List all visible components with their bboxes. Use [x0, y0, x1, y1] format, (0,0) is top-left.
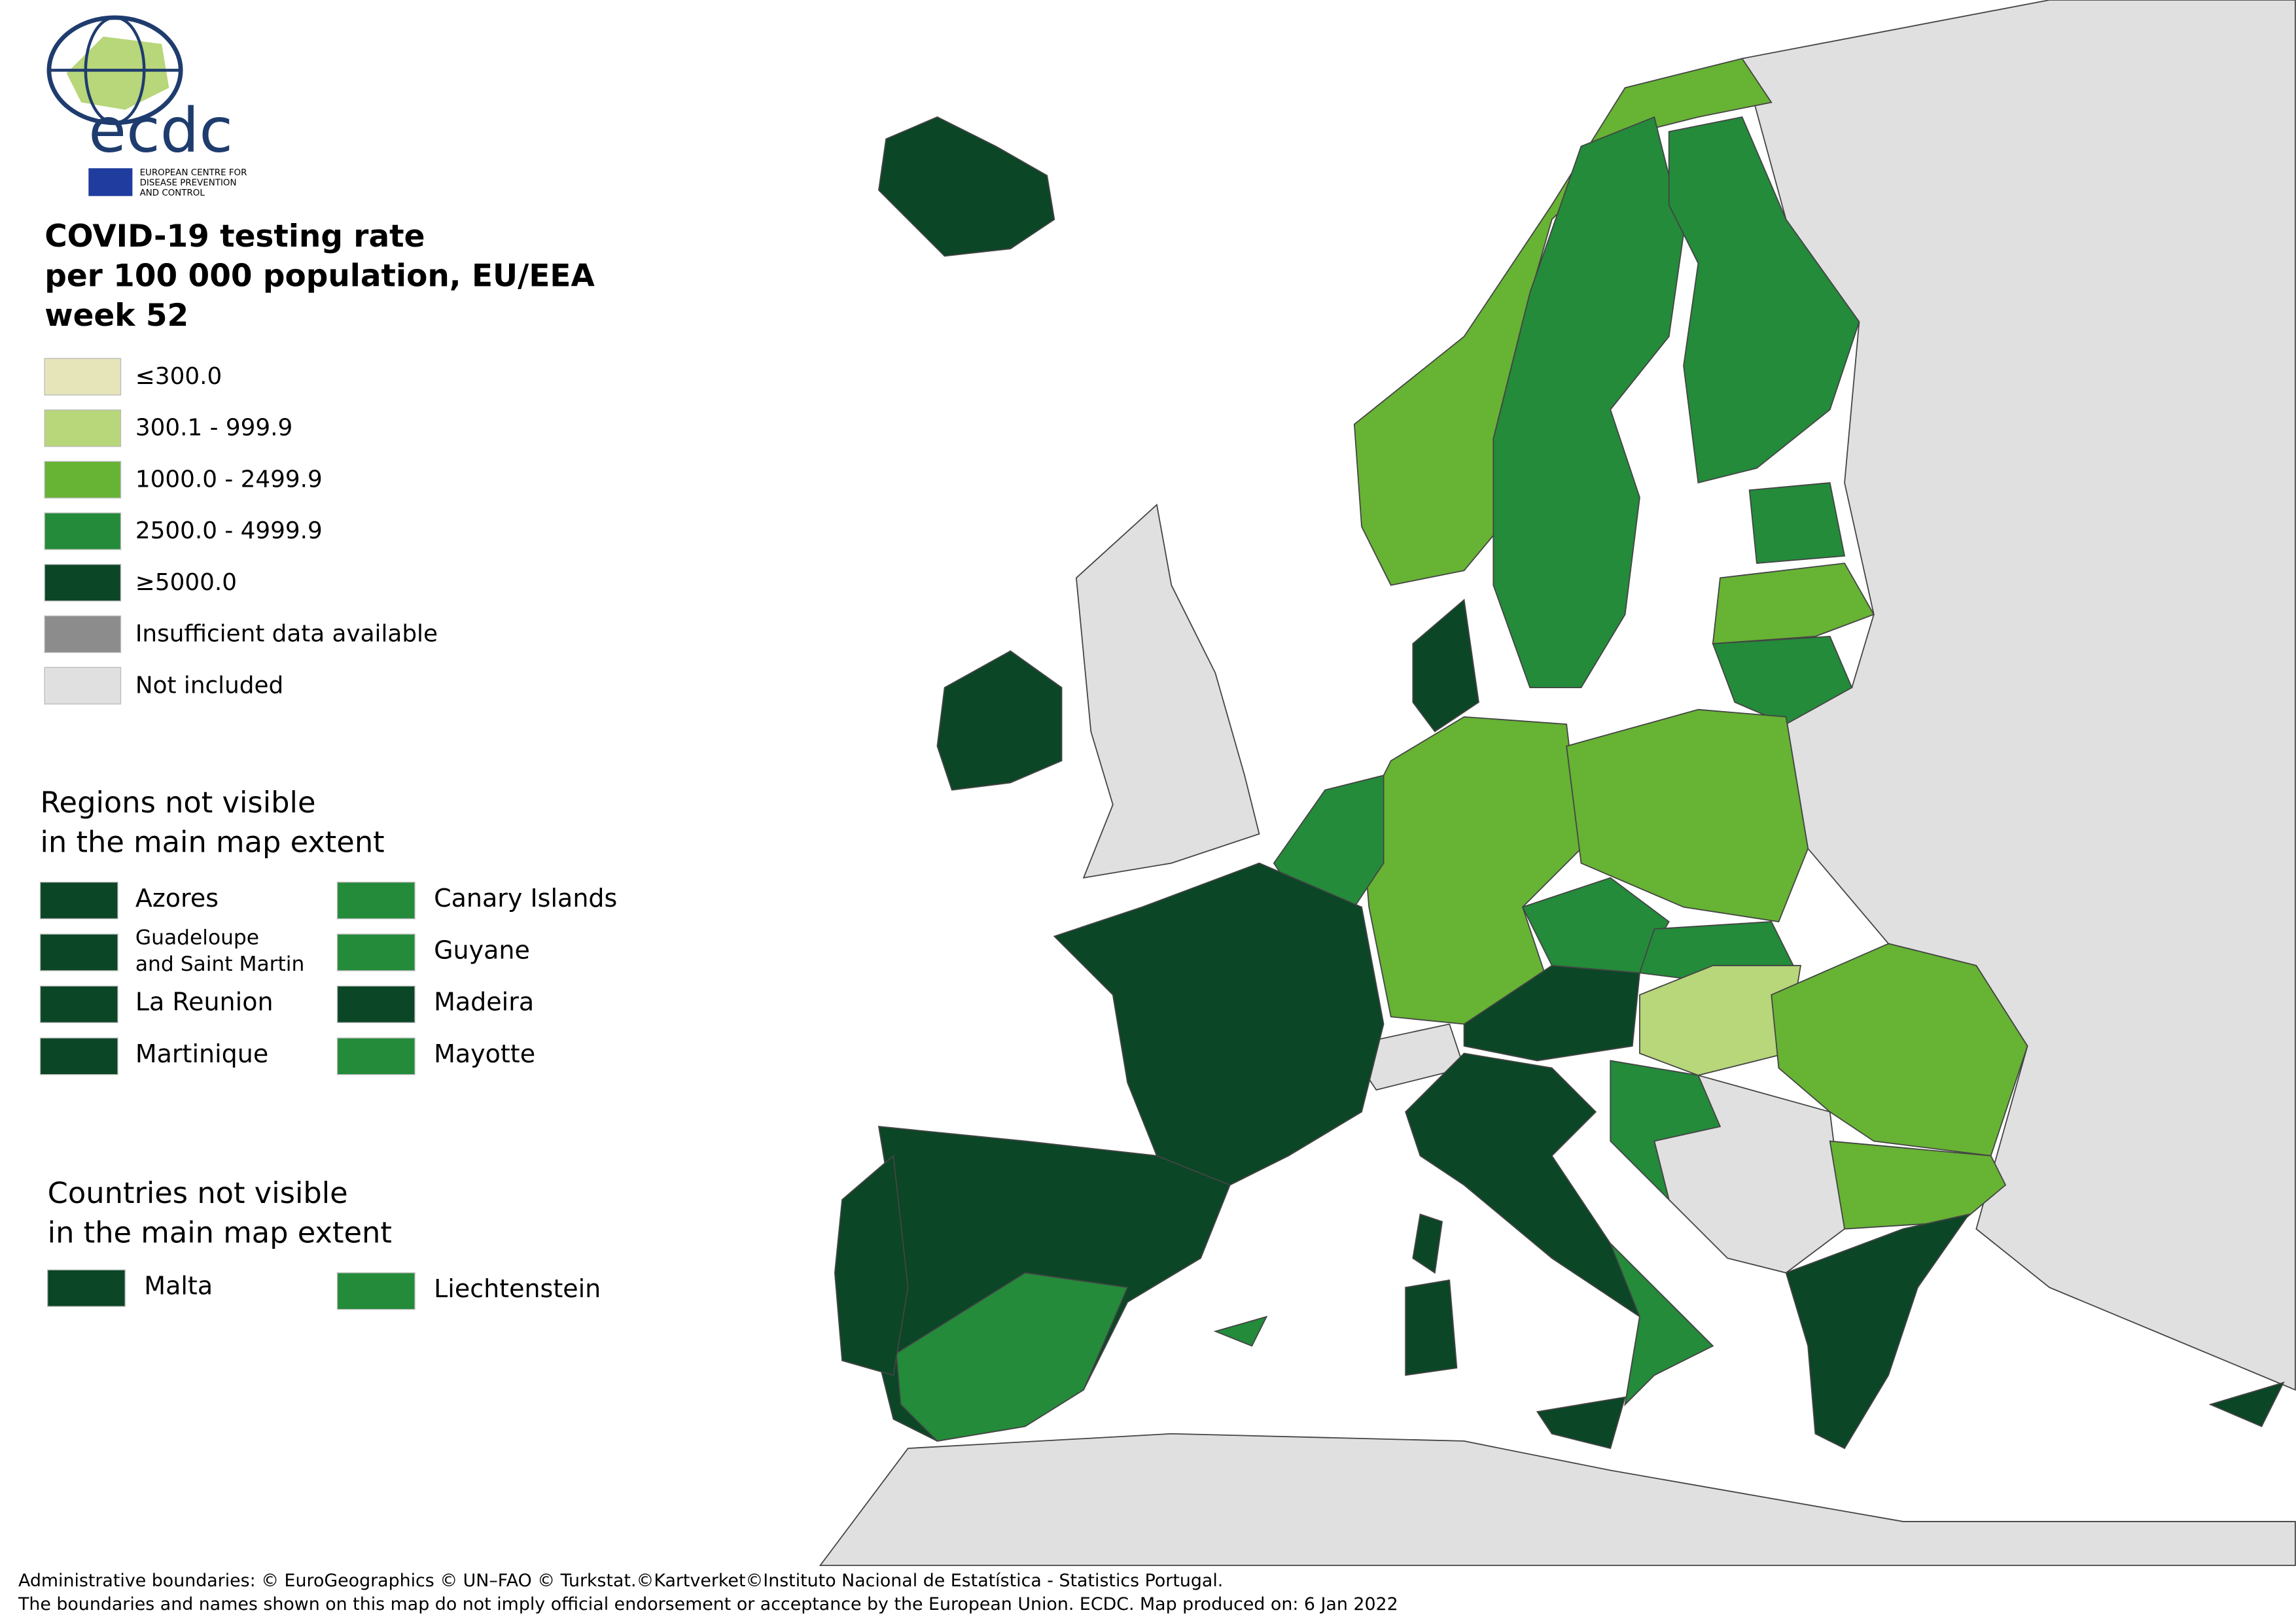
legend-swatch — [336, 933, 415, 971]
logo-subtitle: EUROPEAN CENTRE FOR — [140, 168, 247, 178]
legend-swatch — [39, 985, 118, 1023]
item-label: Azores — [135, 884, 219, 913]
legend-swatch — [44, 512, 122, 550]
legend-swatch — [336, 1272, 415, 1310]
legend-swatch — [44, 461, 122, 498]
country — [1712, 635, 1853, 725]
legend-label: Not included — [135, 672, 283, 699]
item-label: Malta — [144, 1272, 213, 1300]
item-label: Guadeloupe — [135, 926, 259, 950]
item-label: Madeira — [434, 988, 534, 1017]
item-label: Guyane — [434, 935, 530, 964]
country — [1566, 708, 1809, 922]
country — [1668, 116, 1860, 484]
item-label: Liechtenstein — [434, 1274, 601, 1303]
country — [1610, 1243, 1714, 1406]
legend-label: 1000.0 - 2499.9 — [135, 466, 323, 493]
footer: Administrative boundaries: © EuroGeograp… — [18, 1571, 1223, 1591]
country — [834, 1155, 909, 1376]
country — [1829, 1140, 2007, 1230]
footer: The boundaries and names shown on this m… — [18, 1594, 1398, 1614]
legend-swatch — [44, 564, 122, 602]
countries-heading: in the main map extent — [48, 1215, 392, 1250]
country — [1712, 563, 1875, 645]
country — [1610, 1060, 1722, 1202]
item-label: Mayotte — [434, 1039, 535, 1068]
country — [1536, 1396, 1626, 1450]
legend-swatch — [39, 933, 118, 971]
legend-swatch — [44, 409, 122, 447]
legend-label: Insufficient data available — [135, 621, 438, 648]
eu-flag — [88, 168, 133, 196]
legend-label: 300.1 - 999.9 — [135, 415, 292, 442]
legend-swatch — [44, 667, 122, 705]
legend-swatch — [336, 985, 415, 1023]
logo-subtitle: DISEASE PREVENTION — [140, 179, 237, 188]
country — [1405, 1279, 1458, 1376]
countries-heading: Countries not visible — [48, 1176, 348, 1210]
country — [895, 1272, 1129, 1442]
legend-label: ≥5000.0 — [135, 569, 237, 596]
legend-swatch — [336, 881, 415, 920]
country — [936, 650, 1063, 791]
country — [1748, 482, 1846, 565]
country — [2208, 1382, 2285, 1427]
country — [878, 116, 1055, 257]
regions-heading: Regions not visible — [40, 785, 315, 820]
legend: ≤300.0 300.1 - 999.9 1000.0 - 2499.9 2500.0… — [39, 358, 617, 1310]
country — [1075, 503, 1260, 879]
country — [1463, 965, 1640, 1062]
logo-name: ecdc — [88, 96, 233, 167]
legend-label: 2500.0 - 4999.9 — [135, 517, 323, 544]
country — [1412, 1213, 1443, 1274]
country — [1492, 116, 1684, 689]
legend-swatch — [44, 358, 122, 396]
legend-swatch — [47, 1269, 126, 1307]
country — [1412, 599, 1479, 733]
country — [819, 1433, 2296, 1566]
regions-heading: in the main map extent — [40, 824, 384, 859]
legend-swatch — [336, 1037, 415, 1075]
logo-meridian — [84, 16, 146, 125]
logo: ecdc EUROPEAN CENTRE FOR DISEASE PREVENT… — [46, 15, 247, 198]
logo-subtitle: AND CONTROL — [140, 188, 205, 198]
item-label: and Saint Martin — [135, 952, 304, 976]
item-label: La Reunion — [135, 988, 274, 1017]
legend-swatch — [39, 1037, 118, 1075]
country — [1053, 862, 1385, 1186]
country — [1785, 1213, 1971, 1450]
item-label: Canary Islands — [434, 884, 617, 913]
item-label: Martinique — [135, 1039, 268, 1068]
legend-label: ≤300.0 — [135, 363, 222, 390]
title: COVID-19 testing rate — [44, 218, 425, 254]
legend-swatch — [44, 615, 122, 654]
map — [819, 0, 2296, 1566]
country — [1213, 1316, 1268, 1347]
legend-swatch — [39, 881, 118, 920]
title: week 52 — [44, 298, 188, 334]
title: per 100 000 population, EU/EEA — [44, 258, 595, 294]
